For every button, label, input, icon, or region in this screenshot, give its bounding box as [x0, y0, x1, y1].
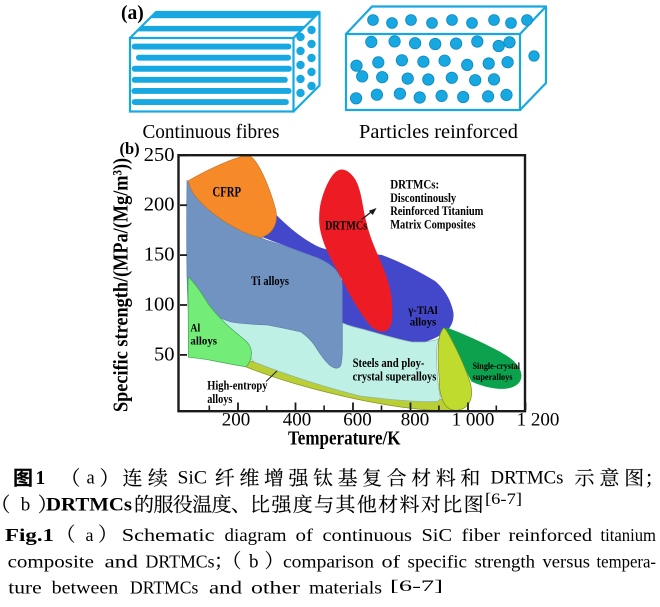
svg-text:versus: versus — [543, 552, 591, 572]
svg-text:a: a — [87, 469, 95, 489]
svg-text:Specific strength/(MPa/(Mg/m³): Specific strength/(MPa/(Mg/m³)) — [109, 158, 132, 412]
svg-text:Continuous fibres: Continuous fibres — [143, 121, 280, 143]
svg-text:Schematic: Schematic — [122, 525, 215, 545]
svg-text:1 000: 1 000 — [452, 410, 495, 431]
svg-text:superalloys: superalloys — [473, 373, 513, 383]
svg-text:SiC: SiC — [422, 525, 453, 545]
svg-text:600: 600 — [343, 410, 372, 431]
svg-text:DRTMCs: DRTMCs — [130, 578, 198, 598]
svg-text:150: 150 — [144, 244, 175, 266]
svg-text:fiber: fiber — [462, 525, 501, 545]
svg-text:Fig.1: Fig.1 — [5, 525, 54, 545]
svg-text:100: 100 — [144, 294, 175, 316]
svg-text:and: and — [209, 578, 242, 598]
svg-text:comparison: comparison — [283, 552, 374, 572]
svg-text:b: b — [249, 552, 259, 573]
svg-text:γ-TiAl: γ-TiAl — [407, 303, 438, 317]
svg-text:and: and — [105, 552, 138, 572]
svg-text:50: 50 — [154, 343, 175, 365]
svg-text:Matrix Composites: Matrix Composites — [390, 218, 476, 232]
svg-text:tempera-: tempera- — [597, 552, 657, 572]
svg-text:specific: specific — [408, 552, 468, 572]
svg-text:800: 800 — [401, 410, 430, 431]
svg-text:alloys: alloys — [410, 314, 437, 328]
svg-text:b: b — [21, 495, 31, 516]
svg-text:(a): (a) — [121, 3, 144, 24]
svg-text:ture: ture — [8, 578, 41, 598]
svg-text:Particles reinforced: Particles reinforced — [359, 121, 518, 143]
svg-text:Single-crystal: Single-crystal — [473, 362, 521, 372]
svg-text:Ti alloys: Ti alloys — [251, 273, 289, 288]
svg-text:1: 1 — [36, 468, 46, 489]
svg-text:composite: composite — [8, 552, 94, 572]
svg-text:High-entropy: High-entropy — [207, 378, 268, 393]
svg-text:strength: strength — [475, 552, 536, 572]
svg-text:Al: Al — [190, 321, 200, 335]
svg-text:400: 400 — [283, 410, 312, 431]
svg-text:DRTMCs: DRTMCs — [325, 219, 367, 233]
svg-text:250: 250 — [144, 144, 175, 166]
svg-text:Discontinously: Discontinously — [390, 191, 457, 205]
svg-text:other: other — [251, 578, 300, 598]
svg-text:a: a — [86, 525, 94, 545]
svg-text:Temperature/K: Temperature/K — [288, 429, 401, 450]
svg-text:DRTMCs:: DRTMCs: — [390, 178, 439, 192]
svg-text:Reinforced Titanium: Reinforced Titanium — [390, 204, 484, 218]
svg-text:[6-7]: [6-7] — [485, 491, 522, 508]
svg-text:CFRP: CFRP — [213, 185, 242, 201]
svg-text:DRTMCs: DRTMCs — [146, 552, 215, 572]
svg-text:[6-7]: [6-7] — [390, 578, 443, 595]
svg-text:of: of — [382, 552, 401, 572]
svg-text:200: 200 — [222, 410, 251, 431]
svg-text:alloys: alloys — [190, 334, 217, 348]
svg-text:crystal superalloys: crystal superalloys — [353, 369, 437, 384]
svg-text:200: 200 — [144, 194, 175, 216]
svg-text:alloys: alloys — [207, 391, 232, 406]
svg-text:1 200: 1 200 — [517, 410, 560, 431]
svg-text:DRTMCs: DRTMCs — [46, 496, 132, 516]
svg-text:SiC: SiC — [178, 469, 208, 489]
svg-text:continuous: continuous — [323, 525, 413, 545]
svg-text:titanium: titanium — [601, 525, 657, 545]
svg-text:(b): (b) — [120, 139, 140, 158]
svg-text:between: between — [52, 578, 119, 598]
svg-text:Steels and ploy-: Steels and ploy- — [353, 355, 425, 370]
svg-text:of: of — [296, 525, 314, 545]
svg-text:DRTMCs: DRTMCs — [491, 469, 564, 489]
svg-text:diagram: diagram — [225, 525, 287, 545]
svg-text:materials: materials — [309, 578, 382, 598]
svg-text:reinforced: reinforced — [509, 525, 593, 545]
